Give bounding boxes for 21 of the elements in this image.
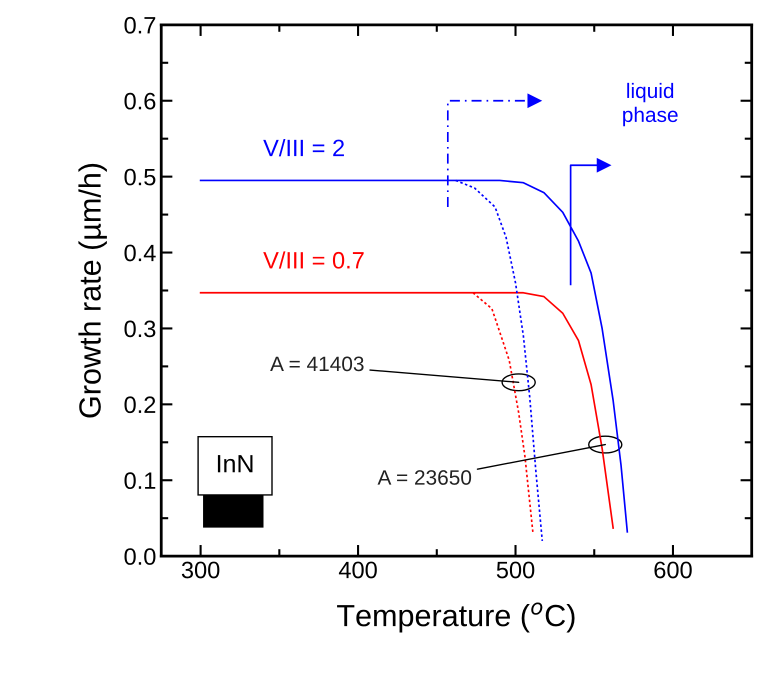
- y-tick-label: 0.0: [124, 548, 156, 565]
- y-tick-label: 0.3: [124, 320, 156, 338]
- annotation: A = 23650: [378, 470, 472, 485]
- x-tick-label: 400: [338, 562, 377, 578]
- y-axis-title: Growth rate (µm/h): [78, 164, 107, 418]
- x-tick-label: 600: [654, 562, 692, 578]
- y-tick-label: 0.2: [124, 396, 156, 414]
- x-tick-label: 500: [496, 562, 534, 578]
- series-label: V/III = 2: [263, 138, 344, 156]
- y-tick-label: 0.1: [124, 472, 156, 490]
- series-label: V/III = 0.7: [263, 251, 364, 269]
- annotation: InN: [218, 455, 252, 472]
- x-axis-title: Temperature ($^{o}$C): [337, 602, 575, 632]
- x-tick-label: 300: [182, 562, 220, 578]
- annotation: A = 41403: [270, 356, 364, 372]
- annotation: liquid phase: [623, 82, 678, 126]
- y-tick-label: 0.4: [124, 244, 156, 262]
- y-tick-label: 0.6: [124, 92, 156, 110]
- y-tick-label: 0.7: [124, 16, 156, 34]
- line-series: [200, 292, 614, 529]
- y-tick-label: 0.5: [124, 168, 156, 186]
